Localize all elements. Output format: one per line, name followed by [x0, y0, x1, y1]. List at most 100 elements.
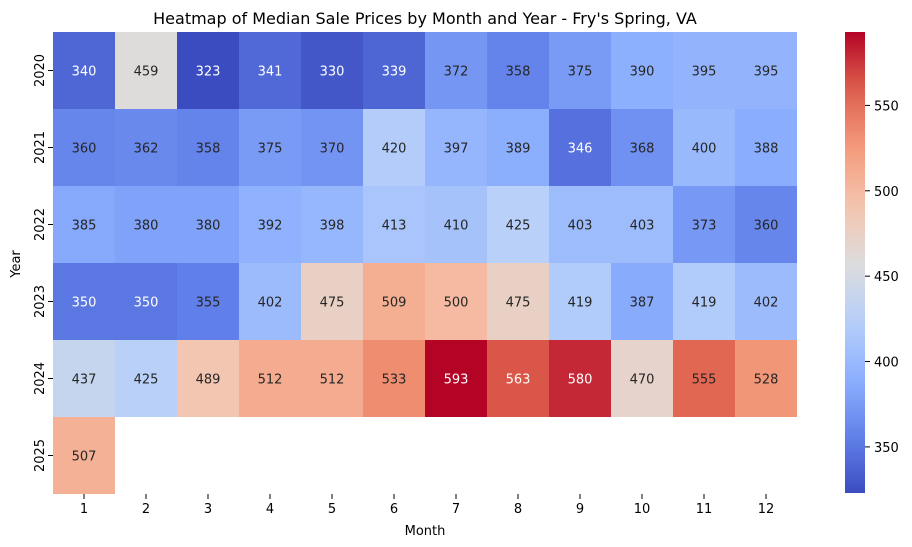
heatmap-cell [301, 340, 363, 417]
cell-value-label: 339 [382, 65, 407, 80]
y-axis-ticks: 2020 2021 2022 2023 2024 2025 [33, 54, 53, 472]
heatmap-cell [673, 263, 735, 340]
heatmap-cell [53, 417, 115, 494]
heatmap-cell [301, 263, 363, 340]
colorbar-tick-label: 500 [874, 185, 899, 200]
cell-value-label: 512 [320, 373, 345, 388]
heatmap-cell [735, 340, 797, 417]
x-tick-label: 2 [142, 502, 150, 517]
heatmap-cell [611, 109, 673, 186]
y-tick-label: 2025 [33, 439, 48, 472]
cell-value-label: 512 [258, 373, 283, 388]
cell-value-label: 402 [258, 296, 283, 311]
heatmap-cell [487, 109, 549, 186]
colorbar-ticks: 350 400 450 500 550 [865, 99, 899, 456]
x-tick-label: 11 [696, 502, 713, 517]
cell-value-label: 340 [72, 65, 97, 80]
heatmap-cell [425, 263, 487, 340]
heatmap-cell [177, 186, 239, 263]
cell-value-label: 380 [196, 219, 221, 234]
cell-value-label: 403 [630, 219, 655, 234]
x-tick-label: 9 [576, 502, 584, 517]
colorbar-tick-label: 450 [874, 270, 899, 285]
cell-value-label: 563 [506, 373, 531, 388]
heatmap-cell [363, 340, 425, 417]
cell-value-label: 355 [196, 296, 221, 311]
heatmap-cell [425, 32, 487, 109]
cell-value-label: 533 [382, 373, 407, 388]
heatmap-cell [239, 186, 301, 263]
cell-value-label: 350 [72, 296, 97, 311]
cell-value-label: 398 [320, 219, 345, 234]
x-tick-label: 12 [758, 502, 775, 517]
heatmap-cell [53, 186, 115, 263]
colorbar [845, 32, 865, 493]
cell-value-label: 419 [568, 296, 593, 311]
heatmap-cell [301, 109, 363, 186]
cell-value-label: 470 [630, 373, 655, 388]
heatmap-cell [487, 263, 549, 340]
heatmap-cell [611, 263, 673, 340]
heatmap-cell [177, 340, 239, 417]
y-tick-label: 2023 [33, 285, 48, 318]
cell-value-label: 375 [568, 65, 593, 80]
heatmap-cell [549, 186, 611, 263]
heatmap-cell [115, 32, 177, 109]
heatmap-cell [239, 32, 301, 109]
cell-value-label: 459 [134, 65, 159, 80]
heatmap-cell [301, 32, 363, 109]
cell-value-label: 387 [630, 296, 655, 311]
heatmap-cell [115, 263, 177, 340]
heatmap-cell [53, 340, 115, 417]
heatmap-cell [53, 263, 115, 340]
heatmap-cell [239, 340, 301, 417]
heatmap-cell [363, 109, 425, 186]
x-axis-label: Month [405, 524, 446, 539]
cell-value-label: 390 [630, 65, 655, 80]
heatmap-cell [301, 186, 363, 263]
y-tick-label: 2024 [33, 362, 48, 395]
heatmap-cell [611, 186, 673, 263]
cell-value-label: 346 [568, 142, 593, 157]
cell-value-label: 389 [506, 142, 531, 157]
heatmap-cells: 340 459 323 341 330 339 372 358 375 390 395 395 360 3… [53, 32, 797, 494]
cell-value-label: 358 [506, 65, 531, 80]
cell-value-label: 475 [320, 296, 345, 311]
heatmap-cell [53, 32, 115, 109]
heatmap-cell [487, 32, 549, 109]
cell-value-label: 360 [72, 142, 97, 157]
cell-value-label: 395 [692, 65, 717, 80]
colorbar-tick-label: 400 [874, 356, 899, 371]
chart-title: Heatmap of Median Sale Prices by Month a… [153, 9, 697, 28]
heatmap-cell [549, 109, 611, 186]
cell-value-label: 420 [382, 142, 407, 157]
heatmap-cell [239, 109, 301, 186]
cell-value-label: 330 [320, 65, 345, 80]
cell-value-label: 425 [506, 219, 531, 234]
cell-value-label: 395 [754, 65, 779, 80]
heatmap-cell [549, 340, 611, 417]
cell-value-label: 410 [444, 219, 469, 234]
x-tick-label: 6 [390, 502, 398, 517]
cell-value-label: 403 [568, 219, 593, 234]
cell-value-label: 555 [692, 373, 717, 388]
x-tick-label: 3 [204, 502, 212, 517]
y-tick-label: 2021 [33, 131, 48, 164]
x-axis-ticks: 1 2 3 4 5 6 7 8 9 10 11 12 [80, 494, 774, 517]
x-tick-label: 8 [514, 502, 522, 517]
cell-value-label: 385 [72, 219, 97, 234]
cell-value-label: 528 [754, 373, 779, 388]
heatmap-cell [673, 109, 735, 186]
heatmap-cell [611, 32, 673, 109]
cell-value-label: 370 [320, 142, 345, 157]
heatmap-cell [363, 186, 425, 263]
cell-value-label: 341 [258, 65, 283, 80]
cell-value-label: 580 [568, 373, 593, 388]
cell-value-label: 373 [692, 219, 717, 234]
cell-value-label: 372 [444, 65, 469, 80]
cell-value-label: 380 [134, 219, 159, 234]
x-tick-label: 5 [328, 502, 336, 517]
y-tick-label: 2022 [33, 208, 48, 241]
x-tick-label: 10 [634, 502, 651, 517]
